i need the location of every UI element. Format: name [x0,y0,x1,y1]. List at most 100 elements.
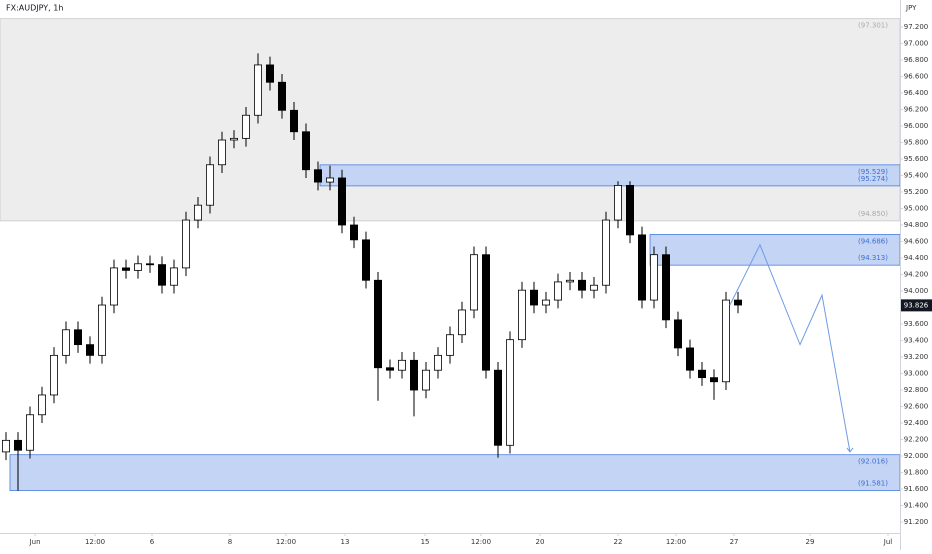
candle [325,165,334,191]
candle-body [421,369,430,391]
candle [421,361,430,399]
y-tick-label: 92.200 [904,436,929,444]
y-tick-label: 96.000 [904,122,929,130]
x-tick-label: Jun [29,538,41,546]
x-tick-label: 22 [614,538,623,546]
candle [674,311,683,357]
candle-body [542,299,551,306]
candle-body [481,254,490,371]
candle-body [614,184,623,221]
candle [722,291,731,391]
candle [349,216,358,249]
zone [9,454,901,491]
candle [241,107,250,147]
candle-body [433,354,442,371]
y-tick-label: 92.000 [904,452,929,460]
y-tick-label: 91.800 [904,469,929,477]
candle [205,156,214,214]
x-tick-label: 12:00 [85,538,105,546]
y-tick-label: 96.800 [904,56,929,64]
candle-body [457,309,466,336]
candle-body [301,131,310,171]
x-tick-label: 12:00 [276,538,296,546]
last-price-box [901,299,932,312]
candle [397,352,406,379]
last-price-label: 93.826 [904,301,929,309]
x-tick-label: 20 [536,538,545,546]
candle-body [98,304,107,356]
candle [734,291,743,314]
candle-body [734,299,743,306]
candle [98,296,107,364]
y-tick-label: 95.400 [904,171,929,179]
candle [2,432,10,461]
y-tick-label: 92.800 [904,386,929,394]
candle-body [110,267,119,306]
candle [313,161,322,191]
projection-line [729,243,851,452]
candle [542,291,551,314]
candle [277,74,286,119]
candle [481,246,490,379]
candle [50,347,59,404]
y-tick-label: 94.600 [904,238,929,246]
candle [518,281,527,348]
x-tick-label: 6 [150,538,155,546]
y-tick-label: 97.200 [904,23,929,31]
candle [493,361,502,458]
candle [133,255,142,279]
candle-body [157,264,166,286]
candle [698,361,707,386]
candle-body [566,279,575,283]
candle [74,321,83,353]
candle-body [590,284,599,291]
y-tick-label: 96.200 [904,105,929,113]
zone-label: (91.581) [858,480,888,488]
x-tick-label: 15 [421,538,430,546]
candle [157,256,166,294]
y-tick-label: 92.400 [904,419,929,427]
candle [686,339,695,379]
zone-label: (94.686) [858,237,888,245]
y-tick-label: 94.200 [904,271,929,279]
candle-body [205,164,214,206]
candle [590,276,599,299]
candle [122,259,131,279]
x-tick-label: Jul [883,538,893,546]
candle-body [662,254,671,321]
candle [626,181,635,244]
currency-label: JPY [905,4,917,12]
x-tick-label: 12:00 [666,538,686,546]
candle-body [710,377,719,383]
candle-body [313,169,322,183]
y-tick-label: 96.400 [904,89,929,97]
candle [86,336,95,364]
y-tick-label: 91.200 [904,518,929,526]
zone [649,234,901,266]
candle-body [253,64,262,116]
candle [25,406,34,459]
y-tick-label: 97.000 [904,39,929,47]
zone-label: (97.301) [858,22,888,30]
y-tick-label: 91.400 [904,502,929,510]
candle-body [578,279,587,291]
candle [169,259,178,294]
candle [193,196,202,229]
x-tick-label: 12:00 [471,538,491,546]
y-tick-label: 92.600 [904,403,929,411]
zone-label: (95.529) [858,168,888,176]
candle [554,273,563,309]
candle-body [277,81,286,111]
candle-body [385,367,394,371]
candle [361,231,370,289]
candle [566,272,575,291]
y-tick-label: 91.600 [904,485,929,493]
candle-body [638,234,647,301]
candle-body [217,139,226,166]
candle-body [373,279,382,369]
chart-title: FX:AUDJPY, 1h [6,4,63,13]
candle-body [181,219,190,269]
candle [373,272,382,401]
candle [385,359,394,379]
